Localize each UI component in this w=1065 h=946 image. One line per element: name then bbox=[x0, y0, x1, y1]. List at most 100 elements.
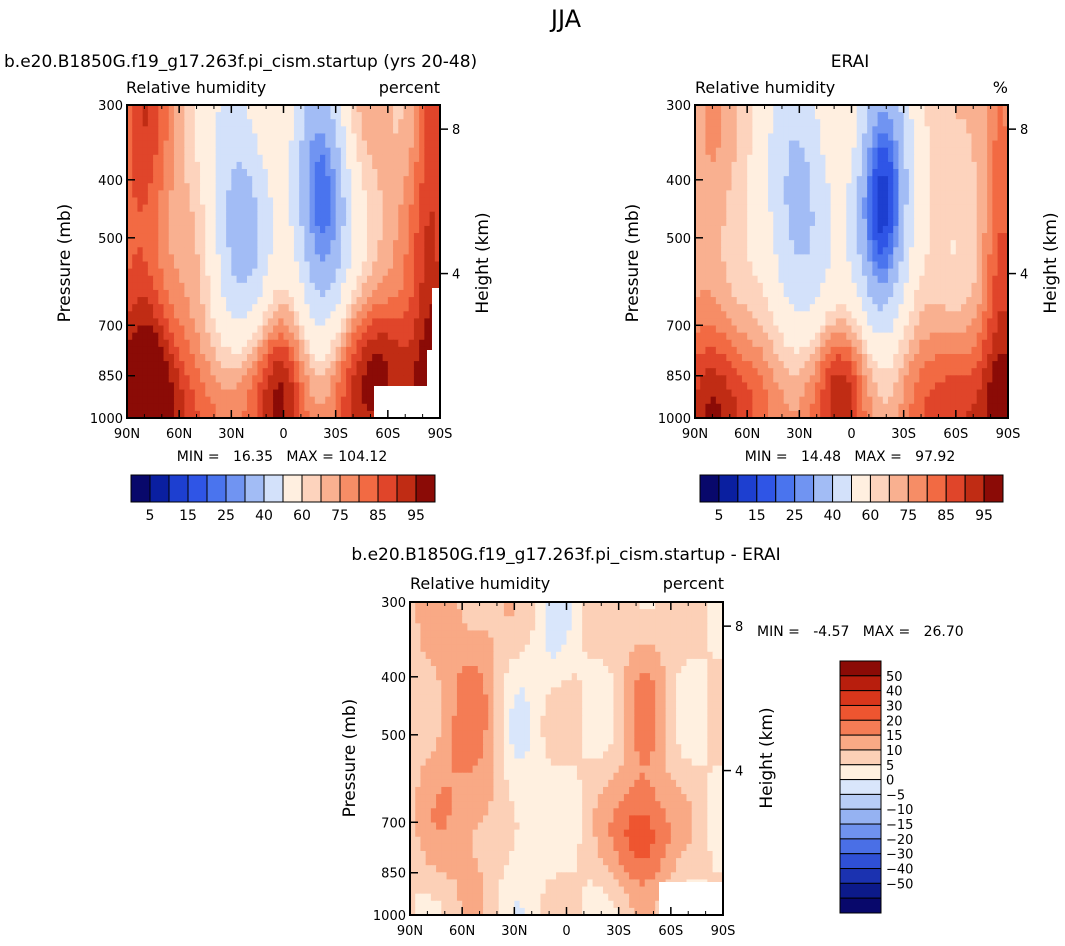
contour-cell bbox=[314, 126, 321, 135]
contour-cell bbox=[127, 304, 133, 312]
contour-cell bbox=[908, 233, 915, 241]
contour-cell bbox=[773, 218, 780, 227]
contour-cell bbox=[356, 112, 363, 120]
contour-cell bbox=[236, 268, 243, 277]
contour-cell bbox=[424, 197, 431, 206]
contour-cell bbox=[888, 289, 894, 298]
contour-cell bbox=[914, 233, 920, 241]
contour-cell bbox=[768, 176, 774, 184]
contour-cell bbox=[882, 332, 889, 341]
contour-cell bbox=[179, 211, 185, 220]
contour-cell bbox=[393, 247, 399, 255]
contour-cell bbox=[158, 225, 165, 234]
contour-cell bbox=[768, 211, 774, 220]
contour-cell bbox=[715, 169, 722, 177]
contour-cell bbox=[382, 169, 389, 177]
contour-cell bbox=[257, 346, 264, 355]
contour-cell bbox=[147, 389, 154, 398]
contour-cell bbox=[726, 282, 733, 291]
contour-cell bbox=[168, 268, 175, 277]
contour-cell bbox=[127, 325, 133, 334]
contour-cell bbox=[835, 275, 842, 284]
contour-cell bbox=[267, 389, 274, 398]
contour-cell bbox=[168, 332, 175, 341]
contour-cell bbox=[997, 154, 1004, 163]
contour-cell bbox=[393, 105, 399, 113]
contour-cell bbox=[179, 247, 185, 255]
contour-cell bbox=[340, 325, 347, 334]
contour-cell bbox=[715, 297, 722, 305]
contour-cell bbox=[403, 176, 410, 184]
contour-cell bbox=[773, 176, 780, 184]
contour-cell bbox=[320, 282, 326, 291]
contour-cell bbox=[955, 325, 962, 334]
contour-cell bbox=[226, 183, 232, 191]
contour-cell bbox=[799, 112, 806, 120]
contour-cell bbox=[346, 353, 352, 362]
contour-cell bbox=[981, 126, 988, 135]
contour-cell bbox=[950, 169, 957, 177]
contour-cell bbox=[924, 297, 931, 305]
contour-cell bbox=[888, 204, 894, 213]
contour-cell bbox=[173, 346, 180, 355]
contour-cell bbox=[377, 368, 384, 376]
contour-cell bbox=[872, 282, 879, 291]
contour-cell bbox=[705, 126, 712, 135]
contour-cell bbox=[320, 183, 326, 191]
contour-cell bbox=[262, 282, 269, 291]
contour-cell bbox=[799, 247, 806, 255]
contour-cell bbox=[820, 297, 827, 305]
contour-cell bbox=[872, 233, 879, 241]
contour-cell bbox=[283, 311, 290, 320]
contour-cell bbox=[726, 140, 733, 149]
contour-cell bbox=[726, 218, 733, 227]
contour-cell bbox=[825, 353, 832, 362]
contour-cell bbox=[413, 325, 420, 334]
contour-cell bbox=[346, 190, 352, 199]
contour-cell bbox=[320, 154, 326, 163]
contour-cell bbox=[778, 304, 785, 312]
contour-cell bbox=[914, 346, 920, 355]
contour-cell bbox=[955, 275, 962, 284]
contour-cell bbox=[241, 297, 248, 305]
contour-cell bbox=[1002, 169, 1009, 177]
contour-cell bbox=[147, 382, 154, 391]
contour-cell bbox=[372, 147, 378, 156]
contour-cell bbox=[304, 282, 311, 291]
contour-cell bbox=[804, 133, 811, 142]
contour-cell bbox=[695, 233, 701, 241]
contour-cell bbox=[434, 197, 441, 206]
contour-cell bbox=[377, 204, 384, 213]
contour-cell bbox=[835, 119, 842, 127]
contour-cell bbox=[872, 161, 879, 170]
contour-cell bbox=[356, 147, 363, 156]
contour-cell bbox=[382, 119, 389, 127]
contour-cell bbox=[340, 247, 347, 255]
contour-cell bbox=[226, 318, 232, 327]
contour-cell bbox=[929, 119, 936, 127]
contour-cell bbox=[992, 105, 999, 113]
contour-cell bbox=[403, 140, 410, 149]
contour-cell bbox=[137, 169, 144, 177]
contour-cell bbox=[804, 119, 811, 127]
contour-cell bbox=[778, 190, 785, 199]
contour-cell bbox=[283, 261, 290, 270]
contour-cell bbox=[966, 318, 973, 327]
contour-cell bbox=[914, 105, 920, 113]
contour-cell bbox=[788, 176, 795, 184]
contour-cell bbox=[971, 183, 978, 191]
contour-cell bbox=[413, 133, 420, 142]
panel2-contour-plot bbox=[695, 105, 1009, 419]
contour-cell bbox=[335, 339, 342, 348]
contour-cell bbox=[877, 140, 884, 149]
contour-cell bbox=[382, 325, 389, 334]
contour-cell bbox=[153, 332, 159, 341]
contour-cell bbox=[278, 105, 285, 113]
contour-cell bbox=[153, 211, 159, 220]
contour-cell bbox=[173, 339, 180, 348]
contour-cell bbox=[215, 389, 222, 398]
contour-cell bbox=[189, 382, 196, 391]
contour-cell bbox=[940, 254, 946, 263]
contour-cell bbox=[377, 140, 384, 149]
contour-cell bbox=[710, 361, 717, 369]
